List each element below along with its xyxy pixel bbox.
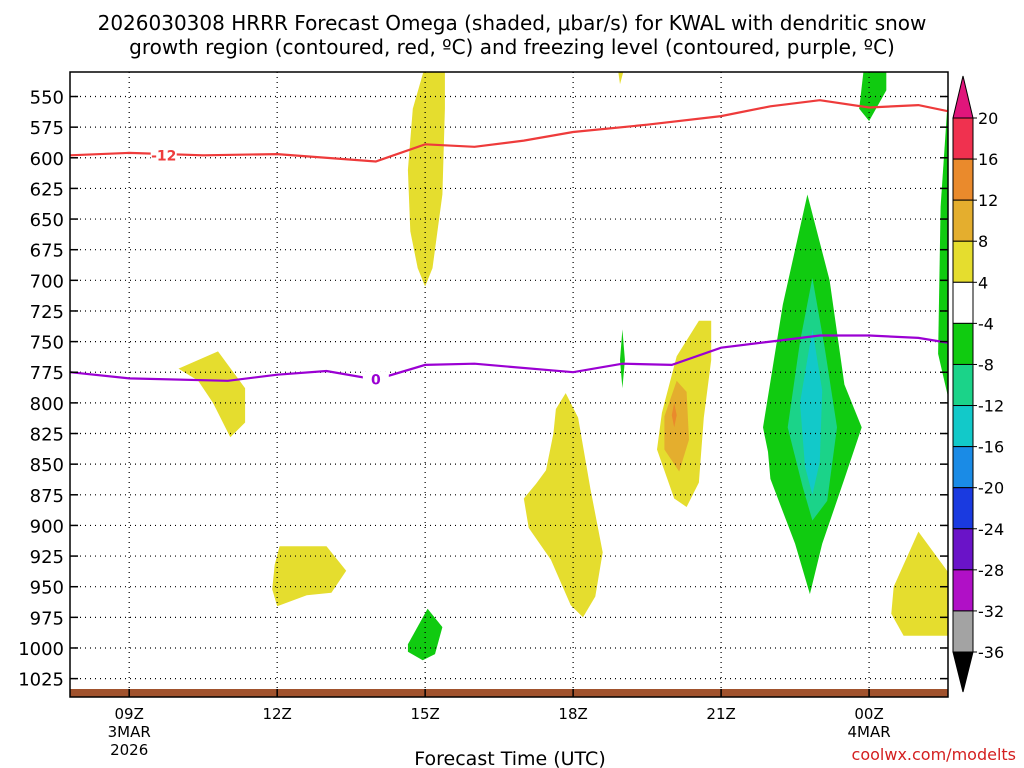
- y-tick-label-575: 575: [30, 118, 64, 139]
- y-tick-label-650: 650: [30, 210, 64, 231]
- x-tick-label-21Z: 21Z: [706, 705, 735, 723]
- colorbar-label--12: -12: [978, 397, 1004, 416]
- colorbar-top-cap: [952, 75, 974, 119]
- colorbar-bin--36-to--32: [952, 610, 974, 653]
- colorbar-label-16: 16: [978, 150, 998, 169]
- plot-frame: [69, 71, 949, 698]
- omega-region-10: [407, 608, 443, 661]
- y-tick-label-900: 900: [30, 516, 64, 537]
- omega-region-3: [178, 351, 246, 438]
- y-tick-label-825: 825: [30, 425, 64, 446]
- x-axis-title: Forecast Time (UTC): [414, 748, 605, 768]
- y-tick-label-1000: 1000: [18, 639, 64, 660]
- colorbar-label--32: -32: [978, 602, 1004, 621]
- colorbar-label--36: -36: [978, 643, 1004, 662]
- x-tick-label-00Z: 00Z: [854, 705, 883, 723]
- colorbar-bin--16-to--12: [952, 405, 974, 448]
- x-tick-year-09Z: 2026: [110, 741, 148, 759]
- colorbar-bin--4-to-4: [952, 281, 974, 324]
- colorbar-bin--8-to--4: [952, 322, 974, 365]
- omega-region-4: [272, 546, 347, 607]
- omega-region-13: [938, 96, 948, 397]
- colorbar-bottom-cap: [952, 651, 974, 693]
- y-tick-label-750: 750: [30, 333, 64, 354]
- y-tick-label-1025: 1025: [18, 670, 64, 691]
- y-tick-label-975: 975: [30, 608, 64, 629]
- y-tick-label-775: 775: [30, 363, 64, 384]
- colorbar-label-12: 12: [978, 191, 998, 210]
- x-tick-label-18Z: 18Z: [558, 705, 587, 723]
- colorbar-label-4: 4: [978, 273, 988, 292]
- chart-title: 2026030308 HRRR Forecast Omega (shaded, …: [98, 11, 927, 59]
- omega-region-8: [671, 402, 677, 428]
- y-tick-label-800: 800: [30, 394, 64, 415]
- omega-region-1: [407, 72, 445, 287]
- colorbar-bin--24-to--20: [952, 487, 974, 530]
- y-tick-label-550: 550: [30, 88, 64, 109]
- y-tick-label-600: 600: [30, 149, 64, 170]
- omega-region-5: [523, 393, 603, 618]
- colorbar-bin--32-to--28: [952, 569, 974, 612]
- colorbar-label--16: -16: [978, 438, 1004, 457]
- credit-link[interactable]: coolwx.com/modelts: [852, 745, 1016, 764]
- freezing-level-contour-label: 0: [371, 373, 381, 389]
- y-tick-label-925: 925: [30, 547, 64, 568]
- colorbar-bin-16-to-20: [952, 117, 974, 160]
- colorbar-label--20: -20: [978, 479, 1004, 498]
- x-tick-date-00Z: 4MAR: [847, 723, 890, 741]
- y-tick-label-950: 950: [30, 578, 64, 599]
- y-tick-label-725: 725: [30, 302, 64, 323]
- colorbar-bin-8-to-12: [952, 199, 974, 242]
- axes: 550 575 600 625 650 675 700 725 750 775 800 825 850 8…: [18, 88, 948, 759]
- x-tick-label-12Z: 12Z: [262, 705, 291, 723]
- x-tick-label-09Z: 09Z: [115, 705, 144, 723]
- colorbar-label--28: -28: [978, 561, 1004, 580]
- plot-area: -12 0: [69, 71, 949, 698]
- dgz-contour-red-label-bg: [150, 147, 177, 164]
- colorbar-label--4: -4: [978, 314, 994, 333]
- y-tick-label-625: 625: [30, 179, 64, 200]
- ground-surface: [70, 689, 948, 697]
- colorbar-label--24: -24: [978, 520, 1004, 539]
- colorbar-label--8: -8: [978, 355, 994, 374]
- omega-region-11: [620, 329, 625, 389]
- title-line-1: 2026030308 HRRR Forecast Omega (shaded, …: [98, 11, 927, 35]
- omega-region-2: [618, 72, 624, 85]
- y-tick-label-700: 700: [30, 271, 64, 292]
- y-tick-label-675: 675: [30, 241, 64, 262]
- omega-region-16: [800, 329, 823, 495]
- x-tick-date-09Z: 3MAR: [108, 723, 151, 741]
- colorbar-bin--20-to--16: [952, 446, 974, 489]
- dgz-contour-red: [70, 99, 948, 163]
- omega-region-12: [859, 72, 887, 121]
- colorbar-bin-12-to-16: [952, 158, 974, 201]
- colorbar-bin--28-to--24: [952, 528, 974, 571]
- colorbar-bin--12-to--8: [952, 363, 974, 407]
- freezing-level-contour-label-bg: [362, 371, 389, 388]
- colorbar-label-20: 20: [978, 109, 998, 128]
- y-tick-label-875: 875: [30, 486, 64, 507]
- colorbar-bin-4-to-8: [952, 240, 974, 283]
- dgz-contour-red-label: -12: [151, 148, 176, 164]
- colorbar-label-8: 8: [978, 232, 988, 251]
- omega-region-9: [891, 531, 948, 636]
- colorbar: 20 16 12 8 4 -4 -8 -12 -16 -20 -24 -28 -32 -36: [952, 75, 1004, 693]
- freezing-level-contour: [70, 334, 948, 382]
- x-tick-label-15Z: 15Z: [410, 705, 439, 723]
- plot-clipped: -12 0: [70, 72, 948, 697]
- title-line-2: growth region (contoured, red, ºC) and f…: [129, 35, 895, 59]
- y-tick-label-850: 850: [30, 455, 64, 476]
